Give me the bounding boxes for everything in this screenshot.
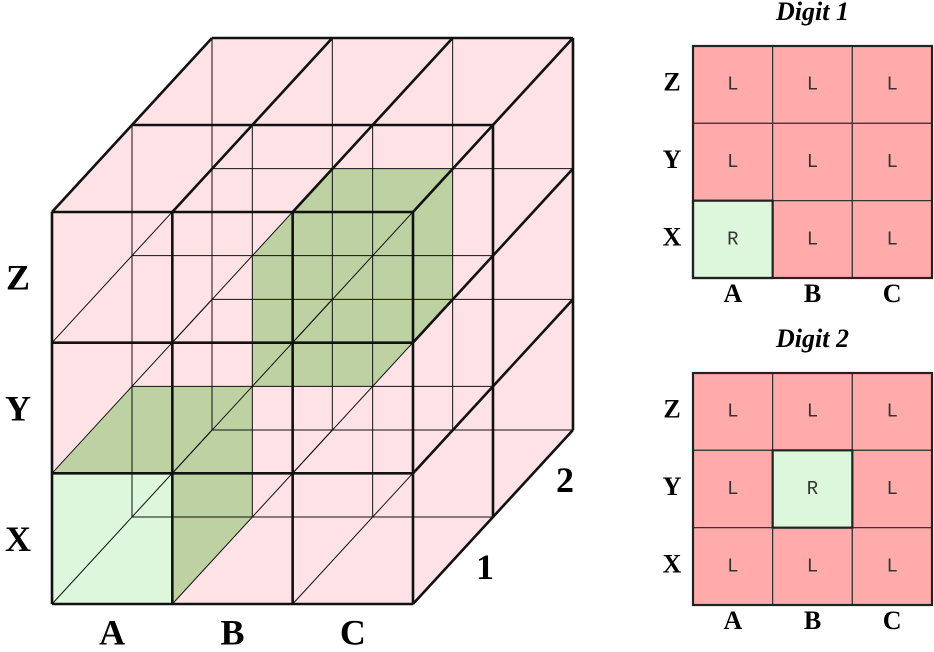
cube-edge bbox=[291, 37, 454, 213]
grid-title: Digit 1 bbox=[775, 0, 849, 26]
grid-row-label: Z bbox=[663, 68, 680, 97]
grid-cell-highlight bbox=[771, 449, 854, 529]
cell-letter: R bbox=[807, 478, 818, 500]
grid-cell bbox=[851, 449, 933, 529]
cell-letter: L bbox=[727, 478, 738, 500]
cube-edge bbox=[412, 298, 574, 475]
grid-title: Digit 2 bbox=[775, 324, 849, 353]
col-label: B bbox=[220, 612, 244, 652]
cube-edge bbox=[412, 167, 574, 344]
grid-cell bbox=[772, 449, 853, 529]
grid-border bbox=[691, 371, 934, 607]
green-cell-face bbox=[172, 386, 253, 604]
col-label: A bbox=[99, 612, 125, 652]
cell-letter: L bbox=[807, 74, 818, 96]
cell-letter: L bbox=[886, 478, 897, 500]
row-label: Y bbox=[5, 388, 31, 428]
cube-edge bbox=[412, 37, 574, 213]
grid-cell bbox=[772, 372, 853, 451]
grid-col-label: C bbox=[883, 606, 902, 635]
cell-letter: L bbox=[807, 151, 818, 173]
grid-row-label: Y bbox=[663, 145, 682, 174]
cell-letter: L bbox=[807, 401, 818, 423]
cube-edge bbox=[51, 37, 213, 213]
grid-col-label: B bbox=[804, 606, 821, 635]
row-label: X bbox=[5, 519, 31, 559]
cell-letter: L bbox=[886, 74, 897, 96]
cell-letter: L bbox=[727, 555, 738, 577]
green-cell-face bbox=[52, 386, 253, 474]
cell-letter: L bbox=[886, 555, 897, 577]
grid-row-label: Y bbox=[663, 472, 682, 501]
grid-row-label: Z bbox=[663, 395, 680, 424]
cell-letter: L bbox=[727, 151, 738, 173]
cell-letter: L bbox=[886, 228, 897, 250]
cell-letter: L bbox=[807, 228, 818, 250]
grid-cell bbox=[772, 122, 853, 202]
depth-label: 2 bbox=[556, 460, 574, 500]
grid-cell bbox=[851, 122, 933, 202]
cell-letter: L bbox=[886, 151, 897, 173]
cell-letter: L bbox=[807, 555, 818, 577]
cell-letter: L bbox=[886, 401, 897, 423]
grid-col-label: B bbox=[804, 279, 821, 308]
cube-edge bbox=[412, 429, 574, 605]
cell-letter: L bbox=[727, 401, 738, 423]
grid-col-label: A bbox=[723, 279, 742, 308]
grid-col-label: A bbox=[723, 606, 742, 635]
col-label: C bbox=[340, 612, 366, 652]
cube-edge bbox=[171, 37, 334, 213]
grid-cell bbox=[692, 449, 774, 529]
row-label: Z bbox=[6, 258, 30, 298]
grid-row-label: X bbox=[663, 222, 682, 251]
grid-row-label: X bbox=[663, 549, 682, 578]
cell-letter: L bbox=[727, 74, 738, 96]
cell-letter: R bbox=[727, 228, 738, 250]
depth-label: 1 bbox=[476, 547, 494, 587]
grid-border bbox=[691, 44, 934, 280]
grid-cell bbox=[851, 200, 933, 279]
grid-cell bbox=[772, 45, 853, 124]
grid-col-label: C bbox=[883, 279, 902, 308]
grid-cell bbox=[692, 45, 774, 124]
